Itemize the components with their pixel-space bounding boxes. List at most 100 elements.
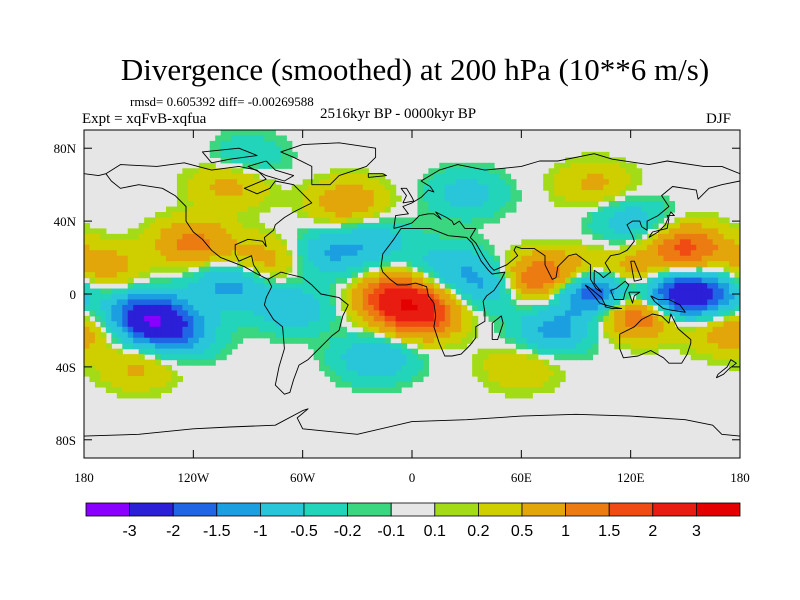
field-cell xyxy=(488,217,495,224)
field-cell xyxy=(330,244,337,251)
field-cell xyxy=(652,217,659,224)
field-cell xyxy=(718,348,725,355)
field-cell xyxy=(171,244,178,251)
field-cell xyxy=(461,294,468,301)
field-cell xyxy=(302,239,309,246)
field-cell xyxy=(237,321,244,328)
field-cell xyxy=(532,304,539,311)
field-cell xyxy=(734,283,740,290)
field-cell xyxy=(226,206,233,213)
field-cell xyxy=(734,239,740,246)
field-cell xyxy=(226,337,233,344)
field-cell xyxy=(357,184,364,191)
field-cell xyxy=(619,283,626,290)
field-cell xyxy=(144,315,151,322)
field-cell xyxy=(466,212,473,219)
field-cell xyxy=(94,239,101,246)
field-cell xyxy=(226,299,233,306)
field-cell xyxy=(690,222,697,229)
field-cell xyxy=(116,321,123,328)
field-cell xyxy=(258,315,265,322)
field-cell xyxy=(422,299,429,306)
field-cell xyxy=(215,206,222,213)
field-cell xyxy=(406,244,413,251)
field-cell xyxy=(614,294,621,301)
field-cell xyxy=(406,228,413,235)
field-cell xyxy=(351,239,358,246)
field-cell xyxy=(461,261,468,268)
field-cell xyxy=(280,201,287,208)
field-cell xyxy=(483,239,490,246)
field-cell xyxy=(242,173,249,180)
field-cell xyxy=(166,283,173,290)
field-cell xyxy=(182,261,189,268)
field-cell xyxy=(658,304,665,311)
field-cell xyxy=(614,184,621,191)
field-cell xyxy=(187,304,194,311)
field-cell xyxy=(395,310,402,317)
field-cell xyxy=(412,239,419,246)
field-cell xyxy=(652,255,659,262)
field-cell xyxy=(215,277,222,284)
field-cell xyxy=(515,195,522,202)
field-cell xyxy=(450,233,457,240)
field-cell xyxy=(313,190,320,197)
field-cell xyxy=(258,326,265,333)
field-cell xyxy=(565,354,572,361)
field-cell xyxy=(384,206,391,213)
field-cell xyxy=(330,233,337,240)
field-cell xyxy=(472,250,479,257)
field-cell xyxy=(116,250,123,257)
field-cell xyxy=(204,255,211,262)
field-cell xyxy=(193,272,200,279)
field-cell xyxy=(734,233,740,240)
field-cell xyxy=(679,288,686,295)
field-cell xyxy=(581,332,588,339)
field-cell xyxy=(636,332,643,339)
field-cell xyxy=(324,201,331,208)
field-cell xyxy=(455,321,462,328)
field-cell xyxy=(89,359,96,366)
field-cell xyxy=(182,272,189,279)
field-cell xyxy=(209,190,216,197)
field-cell xyxy=(433,261,440,268)
coastline xyxy=(650,295,686,313)
field-cell xyxy=(286,201,293,208)
field-cell xyxy=(248,173,255,180)
field-cell xyxy=(581,343,588,350)
field-cell xyxy=(439,321,446,328)
field-cell xyxy=(258,162,265,169)
field-cell xyxy=(559,190,566,197)
field-cell xyxy=(576,332,583,339)
field-cell xyxy=(351,222,358,229)
field-cell xyxy=(537,288,544,295)
field-cell xyxy=(483,173,490,180)
field-cell xyxy=(696,239,703,246)
field-cell xyxy=(171,250,178,257)
field-cell xyxy=(89,332,96,339)
field-cell xyxy=(258,250,265,257)
field-cell xyxy=(444,206,451,213)
field-cell xyxy=(100,365,107,372)
field-cell xyxy=(499,294,506,301)
field-cell xyxy=(346,348,353,355)
field-cell xyxy=(384,343,391,350)
field-cell xyxy=(248,233,255,240)
field-cell xyxy=(674,277,681,284)
field-cell xyxy=(182,217,189,224)
field-cell xyxy=(576,348,583,355)
field-cell xyxy=(84,365,91,372)
field-cell xyxy=(412,370,419,377)
field-cell xyxy=(603,212,610,219)
field-cell xyxy=(412,244,419,251)
field-cell xyxy=(111,354,118,361)
field-cell xyxy=(297,326,304,333)
field-cell xyxy=(357,321,364,328)
field-cell xyxy=(406,337,413,344)
field-cell xyxy=(630,337,637,344)
field-cell xyxy=(193,277,200,284)
field-cell xyxy=(351,195,358,202)
field-cell xyxy=(494,299,501,306)
field-cell xyxy=(105,294,112,301)
field-cell xyxy=(127,283,134,290)
